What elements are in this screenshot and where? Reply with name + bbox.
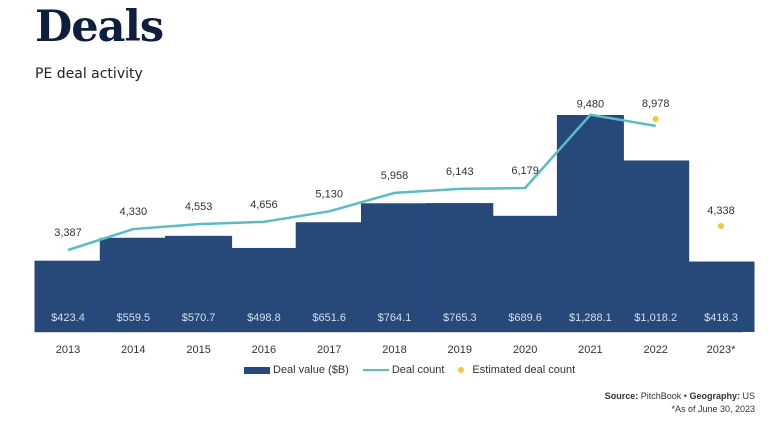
bar xyxy=(34,260,102,332)
geography-label: Geography: xyxy=(689,391,740,401)
bar-value-label: $689.6 xyxy=(508,312,542,324)
bar xyxy=(426,203,494,332)
legend-line-swatch xyxy=(362,369,389,371)
bar xyxy=(556,115,624,332)
legend-item-deal-count: Deal count xyxy=(362,364,445,376)
chart-legend: Deal value ($B) Deal count Estimated dea… xyxy=(244,364,589,376)
bar xyxy=(687,261,755,332)
deal-count-label: 9,480 xyxy=(577,99,605,111)
estimated-deal-count-dot xyxy=(652,116,659,122)
bar-value-label: $570.7 xyxy=(182,312,216,324)
deal-count-label: 3,387 xyxy=(54,227,82,239)
bar xyxy=(622,160,690,332)
deal-count-label: 4,330 xyxy=(120,206,148,218)
source-label: Source: xyxy=(604,391,639,401)
deal-count-label: 6,179 xyxy=(511,165,539,177)
legend-label: Deal count xyxy=(391,364,445,376)
x-tick-label: 2018 xyxy=(382,344,406,356)
bar-value-label: $423.4 xyxy=(51,312,85,324)
x-tick-label: 2013 xyxy=(56,344,80,356)
x-tick-label: 2015 xyxy=(186,344,210,356)
geography-value: US xyxy=(742,391,755,401)
page-title: Deals xyxy=(35,2,164,52)
bar xyxy=(295,222,363,332)
legend-dot-swatch xyxy=(458,367,465,373)
separator: • xyxy=(683,391,687,401)
bar xyxy=(230,247,298,332)
estimated-deal-count-dot xyxy=(718,223,724,229)
source-value: PitchBook xyxy=(640,391,682,401)
x-tick-label: 2023* xyxy=(707,344,736,356)
bar-value-label: $651.6 xyxy=(312,312,346,324)
deal-count-line xyxy=(67,113,656,252)
x-tick-label: 2021 xyxy=(578,344,602,356)
deal-count-label: 4,553 xyxy=(185,201,213,213)
source-note: Source: PitchBook • Geography: US *As of… xyxy=(605,390,755,416)
legend-item-deal-value: Deal value ($B) xyxy=(244,364,349,376)
x-tick-label: 2017 xyxy=(317,344,341,356)
legend-label: Deal value ($B) xyxy=(273,364,349,376)
bar-value-label: $764.1 xyxy=(378,312,412,324)
bar-value-label: $498.8 xyxy=(247,312,281,324)
bar-value-label: $418.3 xyxy=(704,312,738,324)
bar xyxy=(165,235,233,332)
bar xyxy=(491,215,559,332)
bar-value-label: $1,288.1 xyxy=(569,312,612,324)
chart-subtitle: PE deal activity xyxy=(35,66,143,82)
deal-count-label: 6,143 xyxy=(446,166,474,178)
legend-item-estimated: Estimated deal count xyxy=(458,364,575,376)
bar-value-label: $1,018.2 xyxy=(634,312,677,324)
estimated-deal-count-label: 4,338 xyxy=(707,205,735,217)
bar xyxy=(361,203,428,332)
footnote: *As of June 30, 2023 xyxy=(671,404,755,414)
bar-value-label: $559.5 xyxy=(116,312,150,324)
bar-value-label: $765.3 xyxy=(443,312,477,324)
legend-label: Estimated deal count xyxy=(472,364,576,376)
x-tick-label: 2020 xyxy=(513,344,537,356)
deal-count-label: 4,656 xyxy=(250,199,278,211)
bar xyxy=(99,237,167,332)
estimated-deal-count-label: 8,978 xyxy=(642,98,670,110)
deal-count-label: 5,958 xyxy=(381,170,409,182)
x-tick-label: 2016 xyxy=(252,344,276,356)
x-tick-label: 2019 xyxy=(448,344,472,356)
x-tick-label: 2022 xyxy=(643,344,667,356)
deal-count-label: 5,130 xyxy=(315,188,343,200)
x-tick-label: 2014 xyxy=(121,344,145,356)
legend-bar-swatch xyxy=(244,366,270,374)
